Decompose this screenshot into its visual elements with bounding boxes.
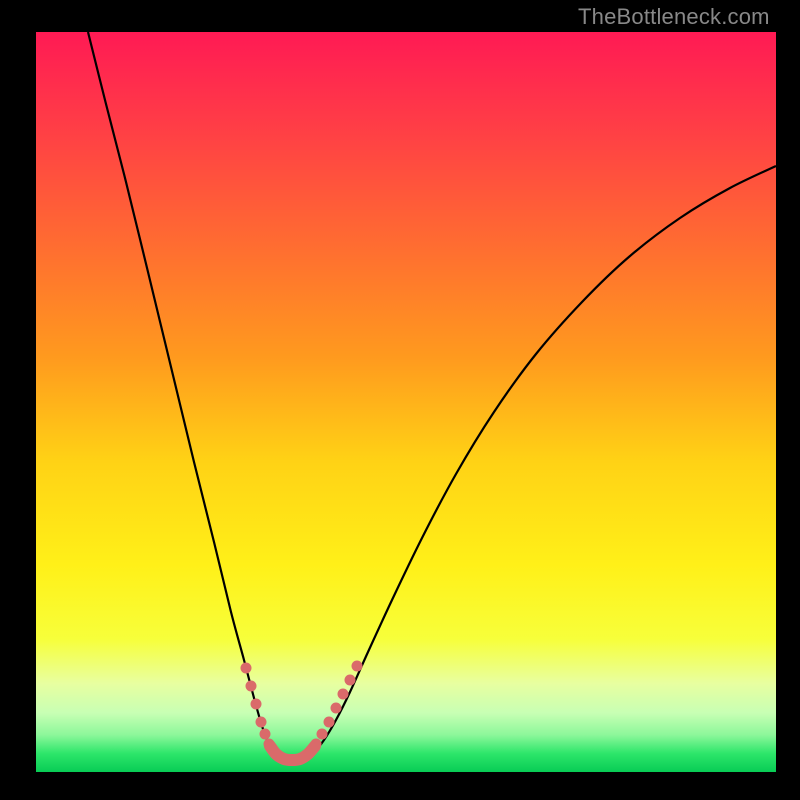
gradient-background xyxy=(36,32,776,772)
highlight-dot-right xyxy=(338,689,349,700)
highlight-dot-right xyxy=(352,661,363,672)
highlight-dot-right xyxy=(345,675,356,686)
bottleneck-chart xyxy=(36,32,776,772)
highlight-dot-right xyxy=(331,703,342,714)
highlight-dot-left xyxy=(260,729,271,740)
highlight-dot-left xyxy=(246,681,257,692)
chart-svg xyxy=(36,32,776,772)
highlight-dot-left xyxy=(251,699,262,710)
highlight-dot-right xyxy=(317,729,328,740)
watermark-text: TheBottleneck.com xyxy=(578,4,770,30)
highlight-dot-left xyxy=(264,739,275,750)
highlight-dot-right xyxy=(324,717,335,728)
highlight-dot-left xyxy=(241,663,252,674)
highlight-dot-right xyxy=(311,739,322,750)
highlight-dot-left xyxy=(256,717,267,728)
